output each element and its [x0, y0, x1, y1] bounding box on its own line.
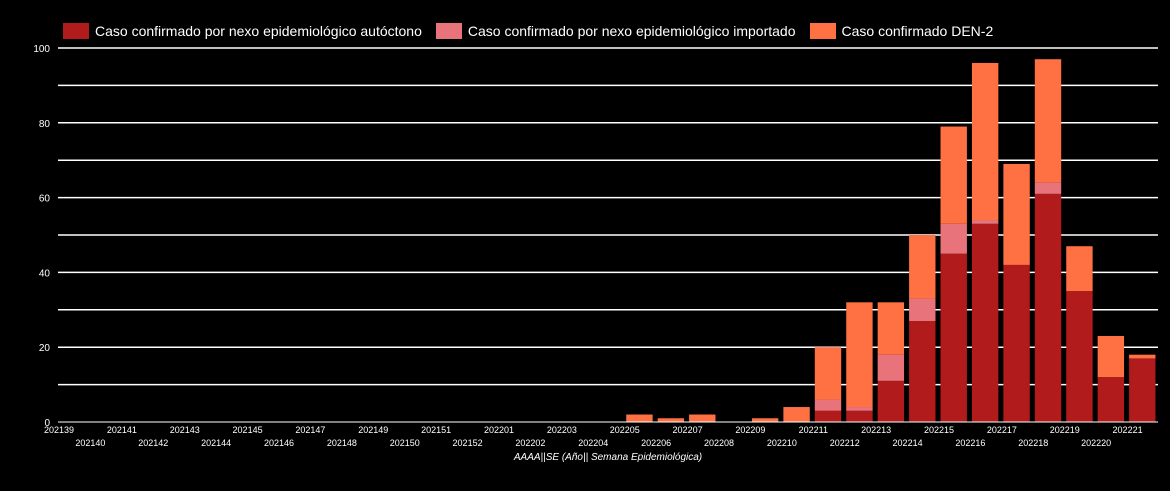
- legend-swatch-den2: [809, 23, 836, 39]
- bar-segment-autoctono: [971, 223, 999, 422]
- bar-segment-den2: [814, 347, 842, 400]
- x-tick-label: 202208: [704, 438, 734, 448]
- bar-segment-autoctono: [877, 380, 905, 422]
- y-tick-label: 0: [44, 418, 50, 429]
- x-tick-label: 202149: [358, 425, 388, 435]
- bar-segment-den2: [846, 302, 873, 408]
- x-tick-label: 202147: [295, 425, 325, 435]
- x-tick-label: 202214: [893, 438, 923, 448]
- x-tick-label: 202146: [264, 438, 294, 448]
- x-tick-label: 202143: [170, 425, 200, 435]
- bar-segment-autoctono: [1003, 264, 1030, 422]
- bar-segment-den2: [1003, 163, 1030, 265]
- bar-segment-importado: [940, 223, 967, 254]
- x-axis-ticks: 2021392021402021412021422021432021442021…: [44, 425, 1143, 448]
- bar-segment-importado: [971, 220, 999, 224]
- bar-segment-autoctono: [940, 253, 967, 422]
- y-tick-label: 80: [39, 119, 51, 130]
- x-tick-label: 202202: [515, 438, 545, 448]
- x-tick-label: 202217: [987, 425, 1017, 435]
- x-tick-label: 202215: [924, 425, 954, 435]
- bar-segment-den2: [657, 418, 685, 422]
- legend-item-autoctono: Caso confirmado por nexo epidemiológico …: [63, 23, 422, 39]
- x-tick-label: 202212: [830, 438, 860, 448]
- x-tick-label: 202216: [955, 438, 985, 448]
- x-tick-label: 202201: [484, 425, 514, 435]
- y-tick-label: 40: [39, 268, 51, 279]
- x-tick-label: 202148: [327, 438, 357, 448]
- bar-segment-autoctono: [846, 410, 873, 422]
- bar-segment-den2: [689, 414, 716, 422]
- bar-segment-den2: [940, 126, 967, 224]
- x-tick-label: 202151: [421, 425, 451, 435]
- x-tick-label: 202203: [547, 425, 577, 435]
- x-tick-label: 202206: [641, 438, 671, 448]
- x-tick-label: 202144: [201, 438, 231, 448]
- bar-segment-autoctono: [909, 321, 936, 422]
- y-tick-label: 100: [33, 44, 50, 55]
- bars: [626, 59, 1156, 422]
- bar-segment-autoctono: [1129, 358, 1156, 422]
- bar-segment-den2: [783, 407, 810, 422]
- x-tick-label: 202218: [1018, 438, 1048, 448]
- bar-segment-den2: [1034, 59, 1062, 183]
- bar-segment-importado: [877, 354, 905, 381]
- x-tick-label: 202141: [107, 425, 137, 435]
- bar-segment-importado: [1034, 182, 1062, 194]
- bar-segment-den2: [877, 302, 905, 355]
- bar-segment-autoctono: [814, 410, 842, 422]
- y-tick-label: 60: [39, 194, 51, 205]
- legend-label-autoctono: Caso confirmado por nexo epidemiológico …: [95, 23, 422, 39]
- x-tick-label: 202205: [610, 425, 640, 435]
- legend-swatch-importado: [435, 23, 462, 39]
- bar-segment-den2: [626, 414, 653, 422]
- x-tick-label: 202221: [1113, 425, 1143, 435]
- x-tick-label: 202204: [578, 438, 608, 448]
- bar-segment-den2: [909, 235, 936, 299]
- x-tick-label: 202213: [861, 425, 891, 435]
- bar-segment-importado: [814, 399, 842, 411]
- legend-item-importado: Caso confirmado por nexo epidemiológico …: [435, 23, 796, 39]
- x-tick-label: 202210: [767, 438, 797, 448]
- x-tick-label: 202140: [75, 438, 105, 448]
- legend: Caso confirmado por nexo epidemiológico …: [63, 19, 993, 43]
- legend-label-importado: Caso confirmado por nexo epidemiológico …: [467, 23, 796, 39]
- x-tick-label: 202211: [799, 425, 828, 435]
- bar-segment-den2: [1097, 335, 1125, 378]
- x-tick-label: 202207: [673, 425, 703, 435]
- y-axis-ticks: 0 20 40 60 80 100: [33, 44, 50, 429]
- y-tick-label: 20: [39, 343, 51, 354]
- bar-segment-autoctono: [1034, 193, 1062, 422]
- bar-segment-den2: [971, 62, 999, 221]
- x-tick-label: 202142: [138, 438, 168, 448]
- bar-segment-importado: [846, 407, 873, 411]
- x-tick-label: 202209: [735, 425, 765, 435]
- bar-segment-den2: [1066, 246, 1093, 292]
- x-axis-label: AAAA||SE (Año|| Semana Epidemiológica): [513, 452, 702, 463]
- bar-segment-autoctono: [1097, 377, 1125, 422]
- x-tick-label: 202145: [233, 425, 263, 435]
- bar-segment-den2: [1129, 354, 1156, 359]
- legend-label-den2: Caso confirmado DEN-2: [841, 23, 994, 39]
- bar-segment-importado: [909, 298, 936, 322]
- legend-item-den2: Caso confirmado DEN-2: [809, 23, 994, 39]
- x-tick-label: 202139: [44, 425, 74, 435]
- x-tick-label: 202152: [453, 438, 483, 448]
- x-tick-label: 202150: [390, 438, 420, 448]
- bar-segment-den2: [751, 418, 779, 422]
- x-tick-label: 202220: [1081, 438, 1111, 448]
- bar-segment-autoctono: [1066, 291, 1093, 422]
- legend-swatch-autoctono: [63, 23, 89, 39]
- x-tick-label: 202219: [1050, 425, 1080, 435]
